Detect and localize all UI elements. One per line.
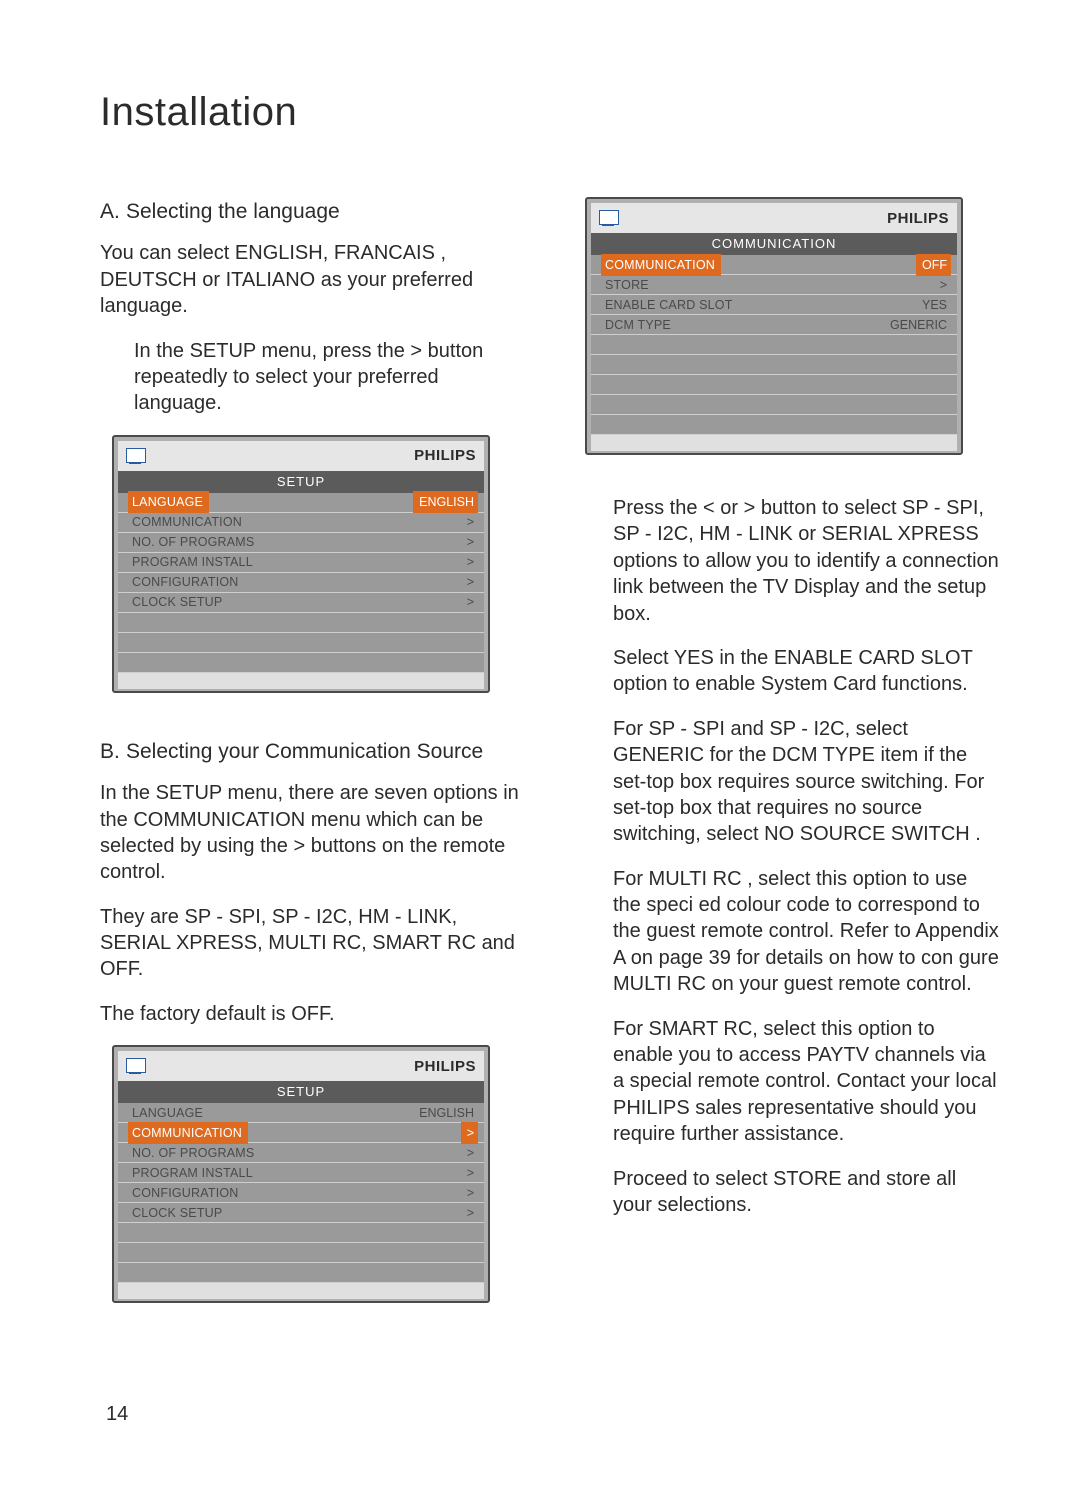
menu-title: SETUP [118, 471, 484, 493]
menu-row-value: > [467, 1206, 474, 1220]
tv-screen-icon [597, 209, 619, 227]
menu-row-empty [118, 613, 484, 633]
menu-row-label: PROGRAM INSTALL [132, 1166, 253, 1180]
menu-footer [118, 673, 484, 689]
menu-row[interactable]: NO. OF PROGRAMS > [118, 533, 484, 553]
menu-row-empty [591, 335, 957, 355]
menu-row-label: STORE [605, 278, 649, 292]
menu-row-value: > [940, 278, 947, 292]
menu-row-label: NO. OF PROGRAMS [132, 535, 254, 549]
menu-row-label: DCM TYPE [605, 318, 671, 332]
setup-menu-communication: PHILIPS SETUP LANGUAGE ENGLISH COMMUNICATION… [112, 1045, 490, 1303]
page-title: Installation [100, 90, 1000, 135]
menu-row-value: > [467, 1126, 474, 1140]
menu-row-value: ENGLISH [419, 495, 474, 509]
section-a-para2: In the SETUP menu, press the > button re… [100, 338, 521, 417]
menu-row[interactable]: COMMUNICATION > [118, 513, 484, 533]
menu-title: COMMUNICATION [591, 233, 957, 255]
menu-row-empty [118, 1243, 484, 1263]
menu-row-label: CLOCK SETUP [132, 595, 222, 609]
menu-row[interactable]: CONFIGURATION > [118, 1183, 484, 1203]
page-number: 14 [106, 1403, 128, 1426]
menu-row-empty [118, 1263, 484, 1283]
tv-screen-icon [124, 447, 146, 465]
menu-row-label: CONFIGURATION [132, 575, 239, 589]
left-column: A. Selecting the language You can select… [100, 197, 521, 1347]
philips-logo: PHILIPS [414, 1058, 476, 1075]
menu-row[interactable]: STORE > [591, 275, 957, 295]
menu-row-label: ENABLE CARD SLOT [605, 298, 733, 312]
menu-row[interactable]: PROGRAM INSTALL > [118, 1163, 484, 1183]
right-para5: For SMART RC, select this option to enab… [579, 1016, 1000, 1148]
menu-row-empty [591, 395, 957, 415]
menu-row-empty [591, 355, 957, 375]
communication-menu: PHILIPS COMMUNICATION COMMUNICATION OFF STOR… [585, 197, 963, 455]
menu-footer [591, 435, 957, 451]
menu-row-empty [118, 633, 484, 653]
menu-row-value: > [467, 1146, 474, 1160]
menu-row-label: LANGUAGE [132, 1106, 203, 1120]
menu-row-label: COMMUNICATION [132, 515, 242, 529]
section-heading-text: Selecting the language [126, 197, 340, 226]
right-para6: Proceed to select STORE and store all yo… [579, 1166, 1000, 1219]
philips-logo: PHILIPS [887, 210, 949, 227]
menu-row[interactable]: CONFIGURATION > [118, 573, 484, 593]
menu-row-empty [118, 1223, 484, 1243]
right-para4: For MULTI RC , select this option to use… [579, 866, 1000, 998]
menu-footer [118, 1283, 484, 1299]
menu-row-value: > [467, 535, 474, 549]
right-para1: Press the < or > button to select SP - S… [579, 495, 1000, 627]
section-b-para2: They are SP - SPI, SP - I2C, HM - LINK, … [100, 904, 521, 983]
menu-row[interactable]: DCM TYPE GENERIC [591, 315, 957, 335]
menu-row-value: > [467, 1186, 474, 1200]
section-b-para1: In the SETUP menu, there are seven optio… [100, 780, 521, 886]
menu-row[interactable]: CLOCK SETUP > [118, 593, 484, 613]
menu-row-empty [591, 415, 957, 435]
menu-row[interactable]: PROGRAM INSTALL > [118, 553, 484, 573]
menu-row-label: PROGRAM INSTALL [132, 555, 253, 569]
right-column: PHILIPS COMMUNICATION COMMUNICATION OFF STOR… [579, 197, 1000, 1347]
menu-row-label: COMMUNICATION [605, 258, 715, 272]
menu-row-value: ENGLISH [419, 1106, 474, 1120]
philips-logo: PHILIPS [414, 447, 476, 464]
menu-row[interactable]: CLOCK SETUP > [118, 1203, 484, 1223]
menu-row-empty [591, 375, 957, 395]
menu-row-value: > [467, 555, 474, 569]
tv-screen-icon [124, 1057, 146, 1075]
menu-row-label: CLOCK SETUP [132, 1206, 222, 1220]
right-para3: For SP - SPI and SP - I2C, select GENERI… [579, 716, 1000, 848]
menu-row-label: COMMUNICATION [132, 1126, 242, 1140]
right-para2: Select YES in the ENABLE CARD SLOT optio… [579, 645, 1000, 698]
menu-row-value: GENERIC [890, 318, 947, 332]
section-a-para1: You can select ENGLISH, FRANCAIS , DEUTS… [100, 240, 521, 319]
section-b-para3: The factory default is OFF. [100, 1001, 521, 1027]
menu-row[interactable]: COMMUNICATION > [118, 1123, 484, 1143]
menu-row-value: > [467, 575, 474, 589]
setup-menu-language: PHILIPS SETUP LANGUAGE ENGLISH COMMUNICATION… [112, 435, 490, 693]
menu-title: SETUP [118, 1081, 484, 1103]
menu-row-label: LANGUAGE [132, 495, 203, 509]
menu-row[interactable]: LANGUAGE ENGLISH [118, 1103, 484, 1123]
section-heading-text: Selecting your Communication Source [126, 737, 483, 766]
menu-row-label: CONFIGURATION [132, 1186, 239, 1200]
menu-row[interactable]: NO. OF PROGRAMS > [118, 1143, 484, 1163]
menu-row-value: > [467, 515, 474, 529]
menu-row-label: NO. OF PROGRAMS [132, 1146, 254, 1160]
section-b-heading: B. Selecting your Communication Source [100, 737, 521, 766]
menu-row[interactable]: LANGUAGE ENGLISH [118, 493, 484, 513]
menu-row[interactable]: ENABLE CARD SLOT YES [591, 295, 957, 315]
section-letter: B. [100, 737, 126, 766]
section-a-heading: A. Selecting the language [100, 197, 521, 226]
menu-row-value: OFF [922, 258, 947, 272]
menu-row-value: > [467, 595, 474, 609]
menu-row-value: YES [922, 298, 947, 312]
menu-row-empty [118, 653, 484, 673]
menu-row-value: > [467, 1166, 474, 1180]
section-letter: A. [100, 197, 126, 226]
menu-row[interactable]: COMMUNICATION OFF [591, 255, 957, 275]
